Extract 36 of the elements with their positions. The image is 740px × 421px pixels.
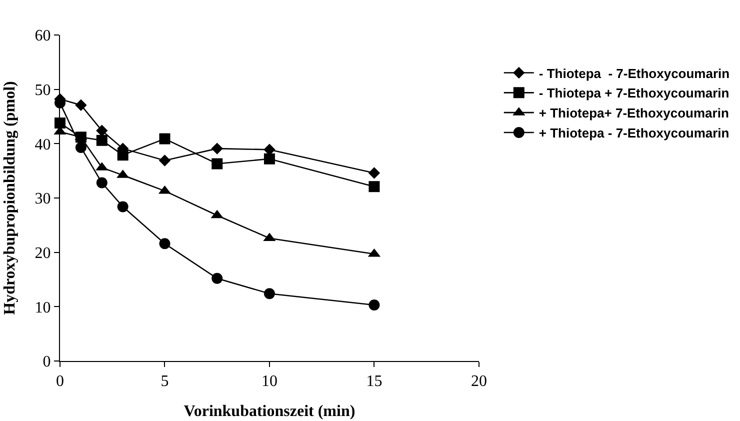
point <box>368 181 380 192</box>
y-tick-label: 40 <box>34 136 51 154</box>
point <box>96 134 108 146</box>
x-tick-label: 15 <box>366 373 382 390</box>
x-tick-label: 0 <box>56 373 64 390</box>
point <box>96 177 108 188</box>
point <box>212 272 223 284</box>
point <box>158 154 171 166</box>
point <box>211 142 223 154</box>
point <box>212 158 223 170</box>
y-axis-title: Hydroxybupropionbildung (pmol) <box>2 81 19 315</box>
point <box>159 238 170 250</box>
x-tick-label: 20 <box>470 373 487 390</box>
point <box>264 288 275 300</box>
point <box>75 99 87 111</box>
x-axis-title: Vorinkubationszeit (min) <box>184 402 356 420</box>
point <box>117 201 128 212</box>
point <box>264 153 275 164</box>
x-tick-label: 10 <box>261 373 278 390</box>
y-tick-label: 0 <box>42 354 51 371</box>
y-tick-label: 10 <box>34 299 51 316</box>
legend-label: - Thiotepa + 7-Ethoxycoumarin <box>538 86 730 101</box>
y-tick-label: 50 <box>34 82 51 99</box>
x-tick-label: 5 <box>160 373 169 390</box>
point <box>159 133 170 144</box>
legend-label: - Thiotepa - 7-Ethoxycoumarin <box>538 66 730 81</box>
legend-label: + Thiotepa+ 7-Ethoxycoumarin <box>538 106 729 121</box>
point <box>75 142 86 153</box>
point <box>96 124 108 136</box>
y-tick-label: 60 <box>34 28 51 45</box>
y-tick-label: 20 <box>34 244 51 262</box>
y-tick-label: 30 <box>34 190 51 208</box>
point <box>117 150 128 161</box>
point <box>368 167 380 179</box>
point <box>368 300 380 311</box>
legend-label: + Thiotepa - 7-Ethoxycoumarin <box>538 126 730 141</box>
